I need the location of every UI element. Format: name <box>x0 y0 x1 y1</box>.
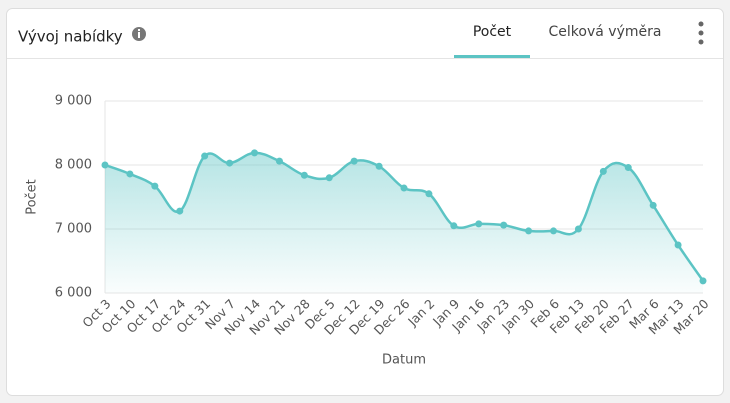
point <box>176 207 184 215</box>
point <box>624 164 632 172</box>
tab[interactable]: Počet <box>473 24 512 40</box>
point <box>599 167 607 175</box>
point <box>325 174 333 182</box>
y-tick-label: 9 000 <box>55 94 92 109</box>
area <box>105 152 703 293</box>
point <box>574 225 582 233</box>
point <box>300 171 308 179</box>
tab[interactable]: Celková výměra <box>549 24 662 40</box>
y-tick-label: 7 000 <box>55 222 92 237</box>
point <box>400 184 408 192</box>
point <box>375 162 383 170</box>
point <box>275 157 283 165</box>
card-title: Vývoj nabídky <box>18 28 123 46</box>
y-axis-label: Počet <box>25 179 40 215</box>
x-axis-label: Datum <box>382 353 426 368</box>
point <box>126 170 134 178</box>
point <box>674 241 682 249</box>
point <box>475 220 483 228</box>
point <box>525 227 533 235</box>
point <box>350 157 358 165</box>
y-tick-label: 8 000 <box>55 158 92 173</box>
point <box>201 152 209 160</box>
point <box>425 190 433 198</box>
point <box>101 161 109 169</box>
info-icon[interactable] <box>132 27 146 41</box>
point <box>550 227 557 235</box>
y-tick-label: 6 000 <box>55 286 92 301</box>
point <box>450 222 458 230</box>
point <box>151 182 159 190</box>
point <box>226 159 234 167</box>
point <box>649 201 657 209</box>
point <box>500 221 508 229</box>
point <box>251 149 258 157</box>
menu-button[interactable] <box>698 21 704 45</box>
point <box>699 277 707 285</box>
tab-underline <box>454 55 530 58</box>
